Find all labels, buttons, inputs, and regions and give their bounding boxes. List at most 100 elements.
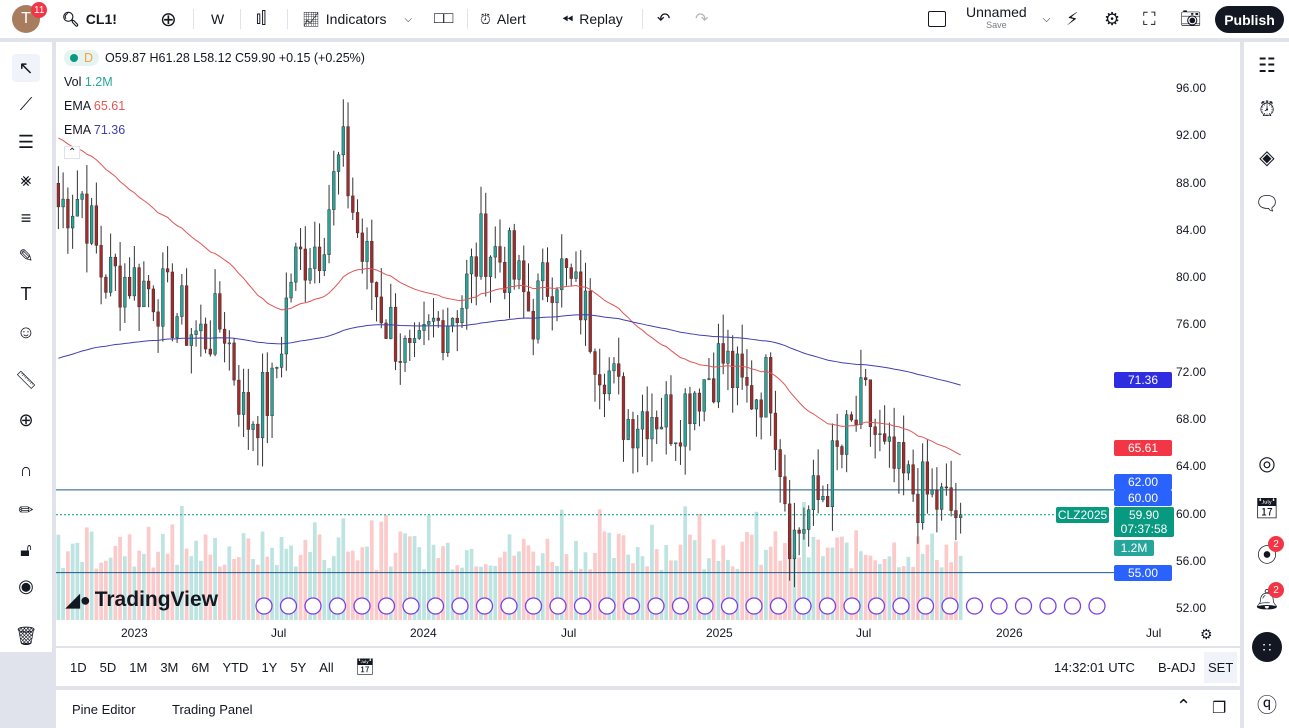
apps-button[interactable]: ∷ (1252, 632, 1282, 662)
fullscreen-button[interactable]: ⛶ (1143, 0, 1156, 38)
volume-bar (588, 569, 593, 620)
candle (203, 323, 208, 350)
lock-draw-tool[interactable]: ✏ (12, 496, 40, 524)
volume-bar (802, 502, 806, 620)
range-5d[interactable]: 5D (99, 659, 117, 675)
candle (61, 198, 65, 208)
redo-button[interactable]: ↷ (695, 0, 708, 38)
projection-tool[interactable]: ≡ (12, 204, 40, 232)
volume-bar (455, 565, 460, 620)
layouts-button[interactable]: □□ (434, 0, 453, 38)
fib-tool[interactable]: ☰ (12, 128, 40, 156)
settings-button[interactable]: ⚙︎ (1104, 0, 1120, 38)
zoom-tool[interactable]: ⊕ (12, 406, 40, 434)
candle (769, 357, 773, 414)
hide-tool[interactable]: ◉ (12, 572, 40, 600)
snapshot-button[interactable]: 📷︎ (1180, 0, 1202, 38)
chart-type-button[interactable]: ⫾⫿ (256, 0, 266, 38)
volume-bar (882, 558, 887, 620)
candle (303, 248, 307, 281)
collapse-legend-button[interactable]: ⌃ (64, 146, 81, 159)
axis-settings-button[interactable]: ⚙︎ (1200, 626, 1213, 643)
candle (712, 378, 716, 403)
range-all[interactable]: All (319, 659, 334, 675)
text-tool[interactable]: T (12, 280, 40, 308)
emoji-tool[interactable]: ☺ (12, 318, 40, 346)
alert-button[interactable]: ⏰︎ Alert (480, 10, 526, 28)
target-icon: ◎ (1258, 452, 1276, 475)
candle (721, 343, 725, 364)
badj-toggle[interactable]: B-ADJ (1158, 659, 1196, 675)
measure-tool[interactable]: 📏︎ (12, 366, 40, 394)
candle (626, 419, 630, 440)
volume-bar (916, 536, 920, 620)
session-toggle[interactable]: SET (1204, 651, 1238, 683)
candle (845, 414, 849, 455)
date-range-button[interactable]: 📅︎ (355, 657, 375, 677)
range-1d[interactable]: 1D (70, 659, 87, 675)
volume-bar (768, 546, 773, 620)
cursor-tool[interactable]: ↖ (12, 54, 40, 82)
event-marker-icon (745, 597, 763, 615)
candle (108, 256, 113, 293)
pine-editor-tab[interactable]: Pine Editor (72, 702, 136, 717)
layers-button[interactable]: ◈ (1254, 144, 1280, 170)
magnet-tool[interactable]: ∩ (12, 456, 40, 484)
candle (925, 461, 930, 495)
watchlist-button[interactable]: ☷ (1254, 52, 1280, 78)
ema-slow-legend[interactable]: EMA 71.36 (64, 123, 126, 137)
range-ytd[interactable]: YTD (222, 659, 249, 675)
expand-panel-button[interactable]: ⌃ (1176, 696, 1191, 717)
price-label: 88.00 (1176, 175, 1207, 190)
candle (959, 514, 963, 518)
quick-search-button[interactable]: ⚡︎ (1066, 0, 1079, 38)
event-marker-icon (1063, 597, 1082, 615)
pattern-tool[interactable]: ⨳ (12, 166, 40, 194)
volume-bar (901, 566, 906, 620)
maximize-panel-button[interactable]: ❐ (1212, 698, 1226, 718)
volume-bar (407, 536, 412, 620)
range-6m[interactable]: 6M (191, 659, 210, 675)
volume-bar (474, 566, 479, 620)
hotlists-button[interactable]: ◎ (1254, 450, 1280, 476)
candle (284, 297, 288, 355)
indicators-button[interactable]: 📈︎ Indicators ⌵ (302, 10, 413, 28)
price-chart[interactable] (56, 42, 1240, 646)
replay-button[interactable]: ⏪︎ Replay (562, 10, 623, 28)
chart-area[interactable]: D O59.87 H61.28 L58.12 C59.90 +0.15 (+0.… (56, 42, 1240, 646)
range-1m[interactable]: 1M (129, 659, 148, 675)
symbol-search[interactable]: 🔍︎ CL1! (62, 10, 117, 28)
volume-legend[interactable]: Vol 1.2M (64, 75, 113, 89)
trend-line-tool[interactable]: ⟋ (12, 90, 40, 118)
clock[interactable]: 14:32:01 UTC (1054, 659, 1135, 675)
ema-fast-line (58, 137, 961, 456)
calendar-button[interactable]: 📅︎ (1254, 495, 1280, 521)
brush-tool[interactable]: ✎ (12, 242, 40, 270)
event-marker-icon (622, 597, 641, 615)
layout-select[interactable]: Unnamed Save ⌵ (928, 0, 1050, 38)
candle (446, 325, 450, 353)
compare-button[interactable]: ⊕ (160, 0, 177, 38)
help-button[interactable]: ⓠ (1254, 690, 1280, 717)
candle (669, 394, 673, 445)
delete-tool[interactable]: 🗑︎ (12, 622, 40, 650)
candle (94, 205, 98, 246)
candle (792, 529, 797, 560)
chat-button[interactable]: 🗨︎ (1254, 190, 1280, 216)
tradingview-logo[interactable]: ◢● TradingView (66, 588, 219, 611)
volume-bar (236, 557, 241, 620)
lock-tool[interactable]: 🔓︎ (12, 536, 40, 564)
trading-panel-tab[interactable]: Trading Panel (172, 702, 253, 717)
range-1y[interactable]: 1Y (261, 659, 278, 675)
range-5y[interactable]: 5Y (290, 659, 307, 675)
ema-fast-legend[interactable]: EMA 65.61 (64, 99, 126, 113)
interval-button[interactable]: W (211, 11, 225, 27)
help-icon: ⓠ (1257, 694, 1277, 717)
candle (355, 212, 360, 234)
undo-button[interactable]: ↶ (657, 0, 670, 38)
smiley-icon: ☺ (16, 321, 36, 342)
publish-button[interactable]: Publish (1215, 6, 1284, 33)
range-3m[interactable]: 3M (160, 659, 179, 675)
volume-bar (930, 533, 935, 620)
alerts-clock-button[interactable]: ⏰︎ (1254, 97, 1280, 123)
